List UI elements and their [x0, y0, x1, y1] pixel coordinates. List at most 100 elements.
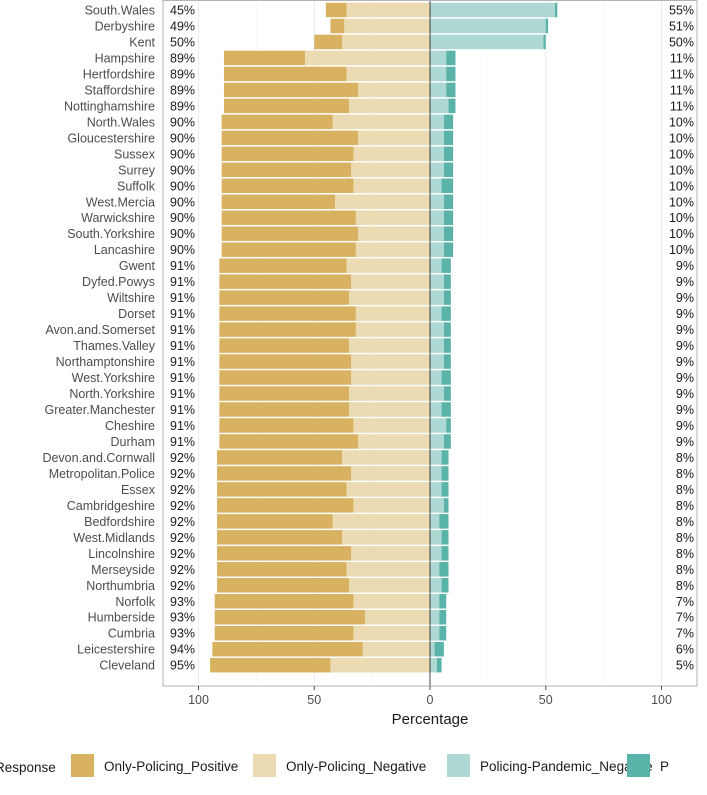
bar-negative-Northamptonshire	[351, 354, 430, 369]
bar-pandemic-negative-Dyfed.Powys	[430, 274, 444, 289]
y-tick-label: Gloucestershire	[67, 131, 155, 145]
bar-pandemic-negative-Dorset	[430, 306, 442, 321]
bar-pandemic-positive-West.Yorkshire	[441, 370, 451, 385]
bar-pandemic-positive-Sussex	[443, 146, 454, 162]
bar-positive-Hampshire	[223, 50, 305, 66]
bar-pandemic-positive-Essex	[441, 482, 449, 497]
right-percent-label: 10%	[669, 243, 694, 257]
right-percent-label: 7%	[676, 595, 694, 609]
bar-pandemic-positive-Thames.Valley	[443, 338, 451, 353]
bar-negative-West.Mercia	[335, 194, 430, 210]
bar-pandemic-negative-West.Mercia	[430, 194, 444, 210]
left-percent-label: 91%	[170, 387, 195, 401]
bar-positive-Thames.Valley	[219, 338, 349, 353]
bar-positive-Cambridgeshire	[217, 498, 354, 513]
right-percent-label: 10%	[669, 195, 694, 209]
bar-positive-Derbyshire	[330, 18, 345, 34]
x-axis-ticks: 100 50 0 50 100	[188, 686, 672, 707]
bar-negative-Dyfed.Powys	[351, 274, 430, 289]
y-tick-label: Dyfed.Powys	[82, 275, 155, 289]
bar-pandemic-negative-Lancashire	[430, 242, 444, 257]
bar-positive-Northamptonshire	[219, 354, 352, 369]
left-percent-label: 90%	[170, 195, 195, 209]
bar-positive-West.Yorkshire	[219, 370, 352, 385]
bar-pandemic-negative-Lincolnshire	[430, 546, 442, 561]
right-percent-label: 6%	[676, 643, 694, 657]
y-tick-label: Avon.and.Somerset	[45, 323, 155, 337]
bar-pandemic-negative-Staffordshire	[430, 82, 447, 98]
y-tick-label: Greater.Manchester	[45, 403, 155, 417]
bar-pandemic-negative-Northumbria	[430, 578, 442, 593]
bar-pandemic-positive-West.Mercia	[443, 194, 454, 210]
bar-pandemic-positive-North.Yorkshire	[443, 386, 451, 401]
bar-negative-Metropolitan.Police	[351, 466, 430, 481]
bar-positive-Warwickshire	[221, 210, 356, 225]
bar-positive-Suffolk	[221, 178, 354, 194]
y-tick-label: Sussex	[114, 147, 156, 161]
y-tick-label: Hampshire	[95, 51, 155, 65]
bar-pandemic-positive-Metropolitan.Police	[441, 466, 449, 481]
bar-pandemic-positive-Lancashire	[443, 242, 454, 257]
right-percent-label: 9%	[676, 371, 694, 385]
left-percent-label: 91%	[170, 435, 195, 449]
left-percent-label: 50%	[170, 35, 195, 49]
bar-positive-Cleveland	[210, 657, 331, 673]
bar-positive-Hertfordshire	[223, 66, 347, 82]
bar-pandemic-negative-North.Yorkshire	[430, 386, 444, 401]
bar-positive-Norfolk	[214, 594, 354, 609]
bar-pandemic-negative-Hampshire	[430, 50, 447, 66]
bar-negative-Cumbria	[353, 625, 430, 641]
left-percent-label: 90%	[170, 147, 195, 161]
right-percent-labels: 55%51% 50% 11% 11% 11% 11% 10% 10% 10% 10% 10% 10% 1…	[669, 4, 694, 673]
bar-pandemic-negative-Humberside	[430, 609, 440, 625]
bar-positive-West.Midlands	[217, 530, 343, 545]
left-percent-label: 49%	[170, 19, 195, 33]
bar-positive-Wiltshire	[219, 290, 349, 305]
bar-pandemic-positive-South.Wales	[555, 2, 558, 18]
bar-pandemic-negative-Hertfordshire	[430, 66, 447, 82]
bar-pandemic-positive-Avon.and.Somerset	[443, 322, 451, 337]
bar-pandemic-positive-Durham	[443, 434, 451, 449]
bar-negative-Greater.Manchester	[348, 402, 430, 417]
bar-negative-Merseyside	[346, 562, 430, 577]
left-percent-label: 90%	[170, 227, 195, 241]
right-percent-label: 8%	[676, 547, 694, 561]
bar-positive-Gwent	[219, 258, 347, 273]
y-tick-label: North.Yorkshire	[69, 387, 155, 401]
left-percent-label: 91%	[170, 291, 195, 305]
bar-pandemic-positive-Dorset	[441, 306, 451, 321]
bar-negative-Lincolnshire	[351, 546, 430, 561]
right-percent-label: 51%	[669, 19, 694, 33]
bar-positive-Merseyside	[217, 562, 347, 577]
y-tick-label: Leicestershire	[77, 643, 155, 657]
y-tick-label: Metropolitan.Police	[49, 467, 155, 481]
bar-pandemic-positive-Nottinghamshire	[448, 98, 456, 114]
x-tick-label: 100	[188, 693, 209, 707]
bar-pandemic-positive-Warwickshire	[443, 210, 454, 225]
bar-pandemic-negative-West.Yorkshire	[430, 370, 442, 385]
bar-negative-Cheshire	[353, 418, 430, 433]
left-percent-label: 95%	[170, 659, 195, 673]
left-percent-label: 91%	[170, 339, 195, 353]
left-percent-label: 94%	[170, 643, 195, 657]
y-tick-label: West.Midlands	[73, 531, 155, 545]
bar-negative-Sussex	[353, 146, 430, 162]
bar-pandemic-positive-Staffordshire	[446, 82, 456, 98]
bar-positive-Surrey	[221, 162, 352, 178]
y-tick-label: Cambridgeshire	[67, 499, 155, 513]
y-tick-label: Norfolk	[115, 595, 155, 609]
bar-pandemic-negative-Gwent	[430, 258, 442, 273]
bar-positive-South.Yorkshire	[221, 226, 359, 241]
bar-pandemic-positive-Cambridgeshire	[443, 498, 449, 513]
bar-pandemic-positive-Dyfed.Powys	[443, 274, 451, 289]
bar-pandemic-positive-Devon.and.Cornwall	[441, 450, 449, 465]
left-percent-label: 92%	[170, 515, 195, 529]
bar-negative-Warwickshire	[355, 210, 430, 225]
legend-key	[71, 754, 94, 777]
bar-pandemic-positive-Cleveland	[436, 657, 442, 673]
bar-pandemic-negative-Greater.Manchester	[430, 402, 442, 417]
y-tick-label: Cumbria	[108, 627, 155, 641]
right-percent-label: 10%	[669, 147, 694, 161]
bar-positive-Staffordshire	[223, 82, 359, 98]
bar-positive-Humberside	[214, 609, 366, 625]
